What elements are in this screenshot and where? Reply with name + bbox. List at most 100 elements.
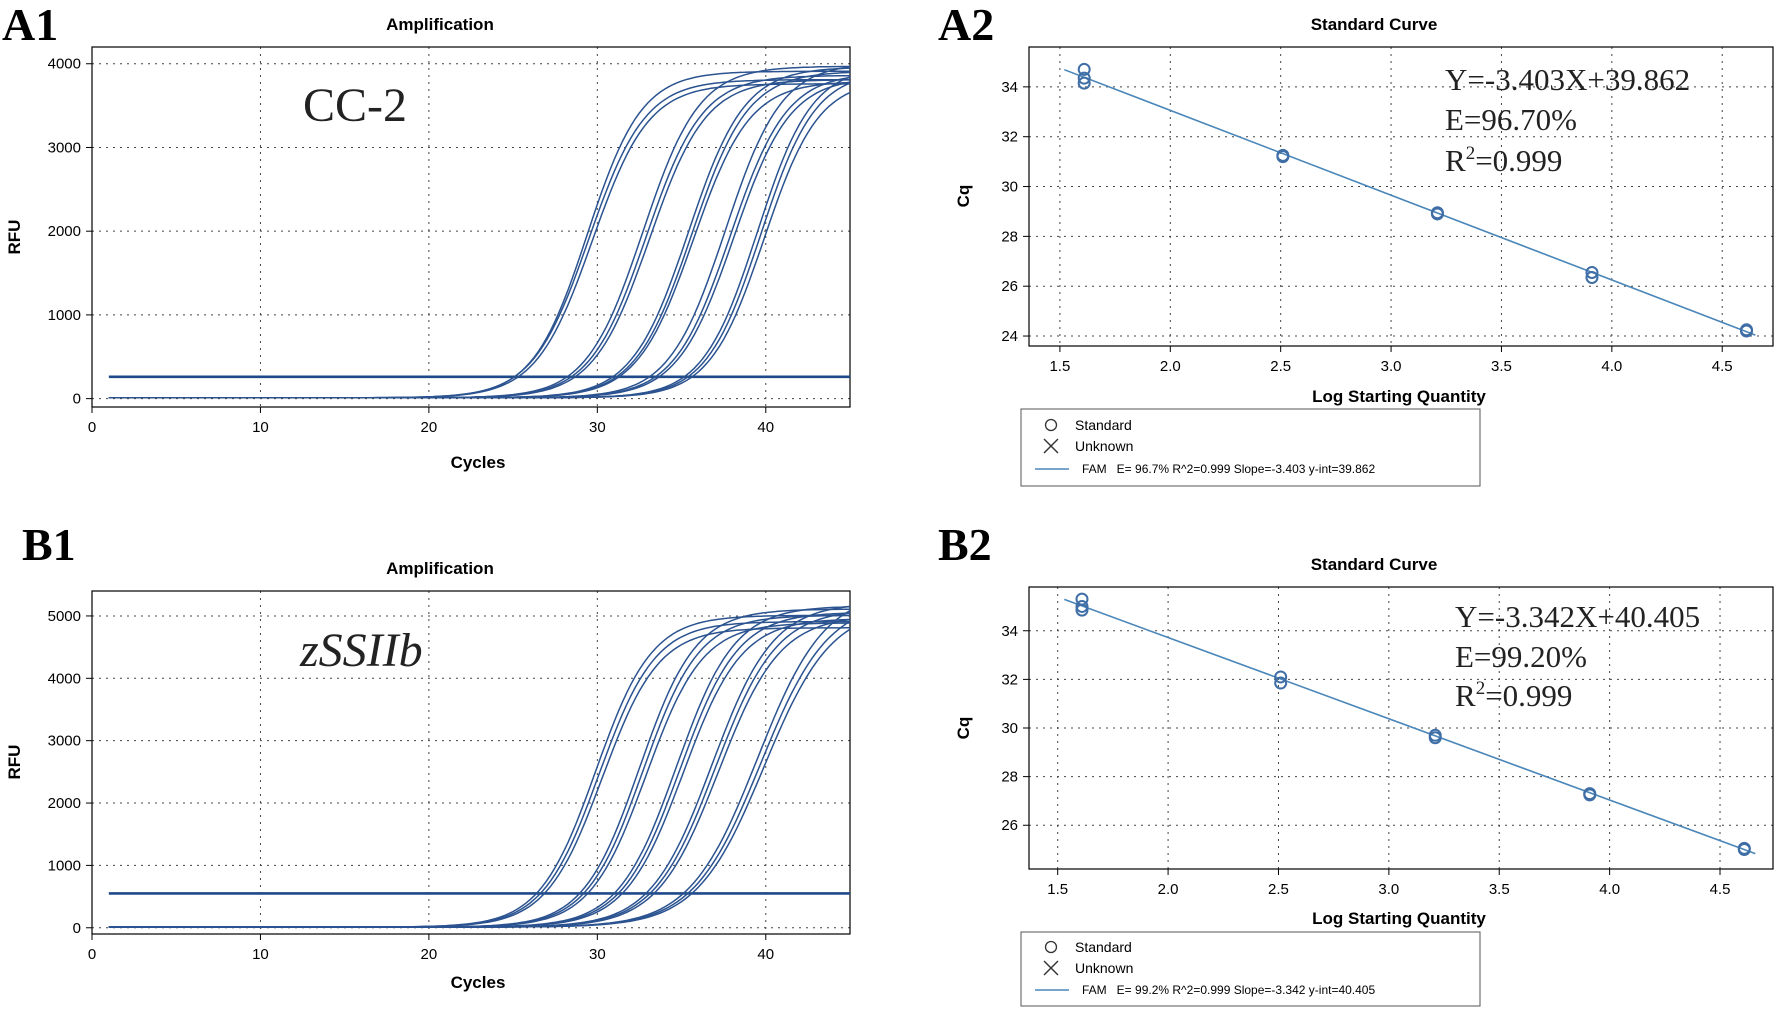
amplification-curve-a1 (109, 78, 850, 398)
y-tick-label-a1: 0 (73, 391, 81, 408)
x-tick-label-b1: 30 (589, 946, 606, 963)
x-tick-label-b2: 4.5 (1710, 881, 1731, 898)
y-tick-label-a1: 2000 (48, 223, 81, 240)
x-tick-label-b2: 4.0 (1599, 881, 1620, 898)
panel-label-b2: B2 (938, 519, 992, 570)
x-tick-label-a1: 0 (88, 419, 96, 436)
amplification-curve-b1 (109, 616, 850, 928)
panel-label-b1: B1 (22, 519, 76, 570)
y-tick-label-b1: 3000 (48, 733, 81, 750)
amplification-curve-a1 (109, 93, 850, 398)
legend-fam-label-a2: FAM E= 96.7% R^2=0.999 Slope=-3.403 y-in… (1082, 462, 1375, 476)
x-tick-label-b2: 3.5 (1489, 881, 1510, 898)
x-tick-label-b2: 2.0 (1158, 881, 1179, 898)
y-tick-label-b2: 34 (1001, 623, 1018, 640)
y-tick-label-b2: 30 (1001, 720, 1018, 737)
x-tick-label-b1: 0 (88, 946, 96, 963)
x-tick-label-b2: 3.0 (1378, 881, 1399, 898)
amplification-curve-a1 (109, 83, 850, 398)
y-tick-label-b1: 0 (73, 920, 81, 937)
efficiency-a2: E=96.70% (1445, 102, 1577, 137)
x-ticks-a2: 1.5 2.0 2.5 3.0 3.5 4.0 4.5 (1049, 346, 1732, 375)
annotation-b1: zSSIIb (299, 624, 423, 677)
panel-label-a1: A1 (2, 0, 58, 50)
chart-title-a1: Amplification (386, 15, 494, 34)
r2-sup-a2: 2 (1466, 143, 1476, 164)
r2-value-b2: =0.999 (1485, 678, 1572, 713)
amplification-curve-a1 (109, 68, 850, 398)
y-axis-label-a1: RFU (5, 220, 24, 255)
amplification-curve-a1 (109, 80, 850, 398)
x-tick-label-a2: 3.5 (1491, 358, 1512, 375)
amplification-curve-b1 (109, 606, 850, 927)
curves-b1 (109, 606, 850, 927)
y-tick-label-a2: 34 (1001, 79, 1018, 96)
y-tick-label-a1: 1000 (48, 307, 81, 324)
x-tick-label-b2: 1.5 (1047, 881, 1068, 898)
amplification-curve-b1 (109, 615, 850, 927)
x-tick-label-b1: 40 (757, 946, 774, 963)
amplification-curve-a1 (109, 67, 850, 398)
x-tick-label-a1: 20 (421, 419, 438, 436)
panel-b1: B1 Amplification 0 10 20 30 40 0 1000 2000 3000… (5, 519, 850, 992)
legend-a2: Standard Unknown FAM E= 96.7% R^2=0.999 … (1021, 409, 1480, 486)
x-tick-label-a2: 4.0 (1601, 358, 1622, 375)
r2-prefix-b2: R (1455, 678, 1476, 713)
r2-prefix-a2: R (1445, 143, 1466, 178)
y-tick-label-b1: 5000 (48, 608, 81, 625)
amplification-curve-b1 (109, 622, 850, 928)
amplification-curve-b1 (109, 620, 850, 928)
x-tick-label-b1: 10 (252, 946, 269, 963)
y-tick-label-a2: 30 (1001, 179, 1018, 196)
x-tick-label-a2: 1.5 (1049, 358, 1070, 375)
y-tick-label-a1: 3000 (48, 139, 81, 156)
y-axis-label-b2: Cq (954, 717, 973, 740)
amplification-curve-a1 (109, 82, 850, 398)
x-tick-label-a1: 10 (252, 419, 269, 436)
x-tick-label-a2: 2.0 (1160, 358, 1181, 375)
chart-title-b2: Standard Curve (1311, 555, 1438, 574)
amplification-curve-a1 (109, 83, 850, 398)
y-tick-label-a2: 24 (1001, 328, 1018, 345)
grid-a1 (92, 47, 850, 407)
y-axis-label-b1: RFU (5, 745, 24, 780)
x-tick-label-a1: 30 (589, 419, 606, 436)
x-tick-label-a2: 2.5 (1270, 358, 1291, 375)
amplification-curve-b1 (109, 613, 850, 927)
amplification-curve-b1 (109, 629, 850, 927)
y-tick-label-a1: 4000 (48, 56, 81, 73)
fit-line-a2 (1064, 70, 1755, 335)
legend-b2: Standard Unknown FAM E= 99.2% R^2=0.999 … (1021, 932, 1480, 1006)
x-tick-label-b1: 20 (421, 946, 438, 963)
x-ticks-a1: 0 10 20 30 40 (88, 407, 774, 436)
panel-label-a2: A2 (938, 0, 994, 50)
y-ticks-a1: 0 1000 2000 3000 4000 (48, 56, 92, 408)
amplification-curve-b1 (109, 628, 850, 927)
legend-standard-label-a2: Standard (1075, 417, 1132, 433)
r-squared-b2: R2=0.999 (1455, 678, 1572, 713)
x-axis-label-b1: Cycles (451, 973, 506, 992)
chart-title-a2: Standard Curve (1311, 15, 1438, 34)
amplification-curve-a1 (109, 84, 850, 398)
y-ticks-b2: 26 28 30 32 34 (1001, 623, 1029, 834)
fit-layer-b2 (1064, 599, 1755, 853)
panel-a1: A1 Amplification 0 10 20 30 40 0 1000 2000 3000… (2, 0, 850, 472)
annotation-a1: CC-2 (303, 79, 407, 132)
legend-fam-label-b2: FAM E= 99.2% R^2=0.999 Slope=-3.342 y-in… (1082, 983, 1375, 997)
y-tick-label-b1: 4000 (48, 670, 81, 687)
r-squared-a2: R2=0.999 (1445, 143, 1562, 178)
fit-layer-a2 (1064, 70, 1755, 335)
x-tick-label-a1: 40 (757, 419, 774, 436)
y-tick-label-a2: 26 (1001, 278, 1018, 295)
x-tick-label-b2: 2.5 (1268, 881, 1289, 898)
equation-a2: Y=-3.403X+39.862 (1445, 62, 1690, 97)
amplification-curve-b1 (109, 621, 850, 927)
y-tick-label-b1: 2000 (48, 795, 81, 812)
x-ticks-b2: 1.5 2.0 2.5 3.0 3.5 4.0 4.5 (1047, 869, 1730, 898)
y-tick-label-b1: 1000 (48, 857, 81, 874)
amplification-curve-b1 (109, 619, 850, 927)
y-tick-label-b2: 32 (1001, 671, 1018, 688)
legend-unknown-label-a2: Unknown (1075, 438, 1133, 454)
amplification-curve-a1 (109, 77, 850, 398)
amplification-curve-a1 (109, 67, 850, 398)
